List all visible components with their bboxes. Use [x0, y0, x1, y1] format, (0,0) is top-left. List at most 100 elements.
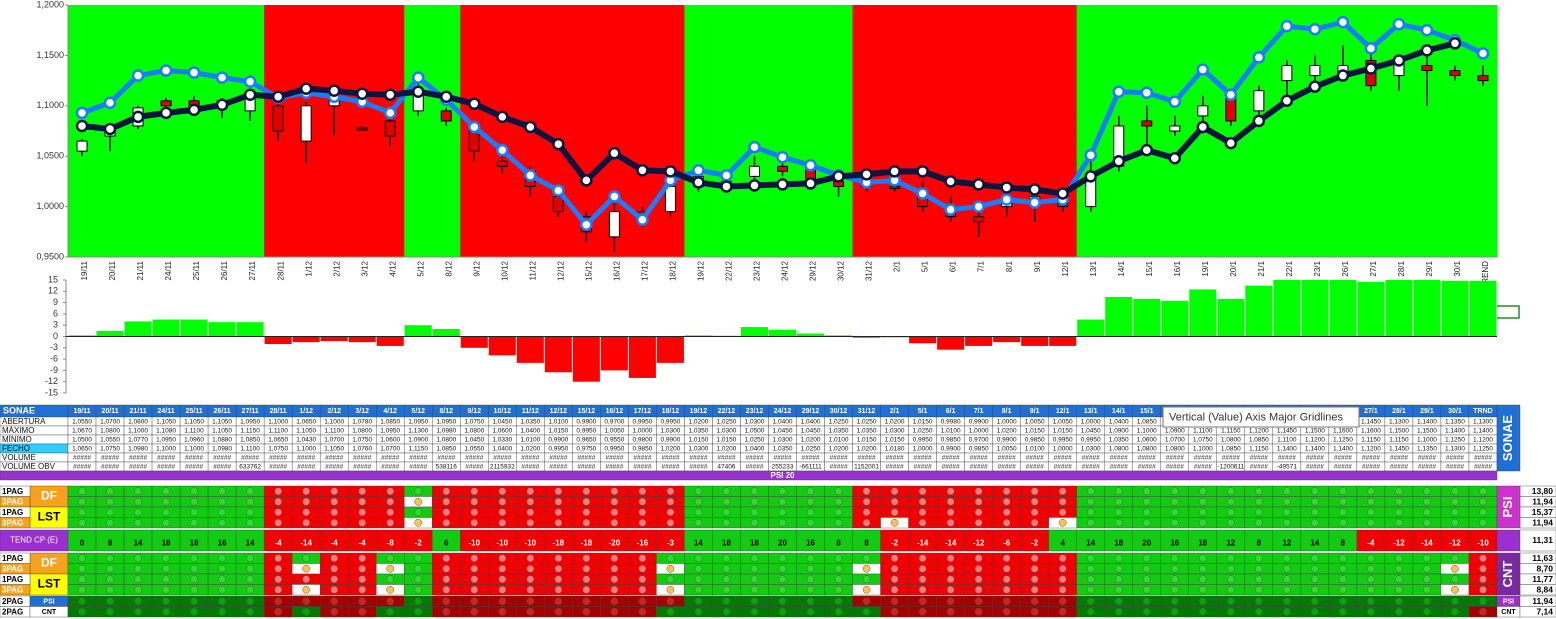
- data-value: 1,1150: [409, 445, 429, 452]
- signal-dot: [134, 554, 142, 563]
- data-value: 1,0200: [520, 445, 540, 452]
- signal-dot: [218, 597, 226, 606]
- data-value: #####: [185, 454, 203, 461]
- signal-dot: [442, 607, 451, 616]
- x-tick-label: 23/12: [753, 260, 762, 281]
- header-date: 12/12: [550, 408, 568, 415]
- data-value: 1,0850: [240, 436, 260, 443]
- data-value: #####: [1166, 463, 1184, 470]
- line-point: [1280, 19, 1294, 33]
- data-value: 1,1050: [212, 418, 232, 425]
- signal-dot: [190, 575, 198, 584]
- signal-dot: [246, 564, 254, 573]
- data-value: 1,0200: [829, 445, 849, 452]
- data-value: 1,0600: [380, 436, 400, 443]
- data-value: #####: [1390, 454, 1408, 461]
- signal-dot: [750, 497, 759, 506]
- candle-body: [608, 211, 620, 238]
- signal-dot: [414, 564, 423, 573]
- tend-value: 20: [778, 539, 787, 548]
- signal-dot: [974, 518, 983, 527]
- header-date: 9/12: [467, 408, 481, 415]
- data-value: 1,0000: [1053, 445, 1073, 452]
- data-value: 1,0180: [885, 445, 905, 452]
- signal-dot: [414, 508, 423, 517]
- data-value: #####: [1110, 463, 1128, 470]
- signal-dot: [218, 585, 226, 594]
- line-point: [1224, 136, 1238, 150]
- bar: [768, 329, 797, 337]
- row-label: 2PAG: [2, 607, 23, 616]
- signal-dot: [666, 585, 675, 594]
- signal-dot: [274, 564, 282, 573]
- signal-dot: [442, 585, 451, 594]
- signal-dot: [1283, 575, 1291, 584]
- data-value: 1,0950: [156, 436, 176, 443]
- signal-dot: [246, 497, 254, 506]
- trend-band: [684, 5, 714, 257]
- header-date: 28/11: [270, 408, 287, 415]
- data-value: #####: [353, 463, 371, 470]
- bar: [1049, 336, 1077, 346]
- signal-dot: [442, 487, 451, 496]
- header-date: 13/1: [1084, 408, 1098, 415]
- bar: [684, 335, 712, 337]
- x-tick-label: 20/1: [1229, 260, 1238, 276]
- signal-dot: [974, 554, 983, 563]
- line-point: [1420, 44, 1434, 57]
- row-total: 8,70: [1536, 564, 1553, 574]
- tend-value: -4: [359, 539, 367, 548]
- tend-value: -6: [1003, 539, 1011, 548]
- signal-dot: [1479, 564, 1487, 573]
- data-value: 1,0400: [1109, 418, 1129, 425]
- data-value: #####: [1474, 463, 1492, 470]
- bar: [1245, 285, 1273, 337]
- data-value: 1,0200: [885, 418, 905, 425]
- data-value: 1,0330: [492, 436, 512, 443]
- signal-dot: [554, 607, 563, 616]
- signal-dot: [302, 607, 311, 616]
- line-point: [1028, 183, 1041, 196]
- signal-dot: [1395, 554, 1403, 563]
- data-value: 1,1000: [1137, 427, 1157, 434]
- data-value: 1,0450: [773, 427, 793, 434]
- signal-dot: [470, 508, 479, 517]
- signal-dot: [1479, 575, 1487, 584]
- signal-dot: [358, 585, 367, 594]
- data-value: #####: [157, 454, 175, 461]
- tend-value: -8: [387, 539, 395, 548]
- signal-dot: [190, 554, 198, 563]
- header-date: 12/1: [1056, 408, 1070, 415]
- data-value: 1,1450: [1389, 445, 1409, 452]
- data-value: 1,1100: [324, 427, 344, 434]
- signal-dot: [1086, 597, 1095, 606]
- signal-dot: [946, 585, 955, 594]
- signal-dot: [1226, 508, 1235, 517]
- data-value: 1,1400: [1277, 445, 1297, 452]
- x-tick-label: 30/12: [837, 260, 846, 281]
- signal-dot: [750, 508, 759, 517]
- signal-dot: [414, 597, 423, 606]
- data-value: 1,0760: [352, 445, 372, 452]
- tend-value: -12: [1449, 539, 1461, 548]
- data-value: 1,0650: [268, 436, 288, 443]
- data-value: #####: [970, 463, 988, 470]
- signal-dot: [638, 487, 647, 496]
- data-value: 1,0250: [801, 445, 821, 452]
- signal-dot: [218, 518, 226, 527]
- header-date: 7/1: [974, 408, 984, 415]
- signal-dot: [946, 575, 955, 584]
- row-total: 11,77: [1532, 574, 1553, 584]
- row-label: 2PAG: [2, 597, 23, 606]
- side-cell: [1496, 404, 1521, 472]
- data-value: 0,9850: [632, 445, 652, 452]
- tend-value: -16: [637, 539, 649, 548]
- signal-dot: [134, 575, 142, 584]
- signal-dot: [554, 508, 563, 517]
- signal-dot: [918, 497, 927, 506]
- data-value: 1,0900: [1109, 427, 1129, 434]
- header-date: 10/12: [494, 408, 512, 415]
- signal-dot: [1198, 564, 1207, 573]
- data-value: #####: [830, 454, 848, 461]
- trend-band: [1328, 5, 1358, 257]
